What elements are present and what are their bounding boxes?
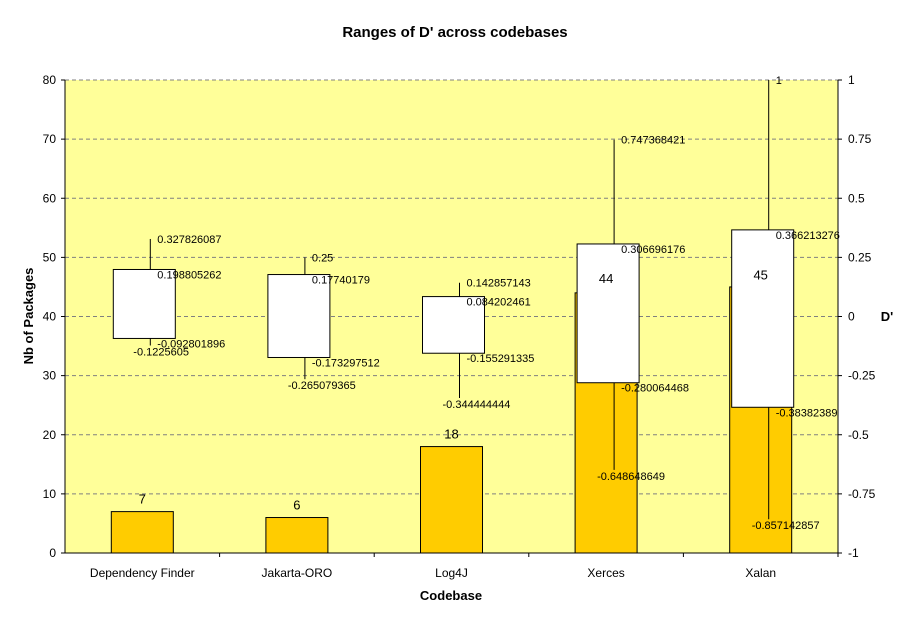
y2-tick-label: 0.25 bbox=[848, 250, 872, 264]
x-tick-label: Log4J bbox=[435, 566, 468, 580]
range-q3-label: 0.17740179 bbox=[312, 275, 370, 287]
x-tick-label: Xerces bbox=[587, 566, 624, 580]
range-min-label: -0.648648649 bbox=[597, 471, 665, 483]
range-box bbox=[112, 268, 176, 339]
range-min-label: -0.857142857 bbox=[752, 520, 820, 532]
range-box bbox=[576, 243, 640, 384]
range-min-label: -0.265079365 bbox=[288, 380, 356, 392]
y2-tick-label: -0.25 bbox=[848, 369, 876, 383]
range-q1-label: -0.092801896 bbox=[157, 338, 225, 350]
x-tick-label: Jakarta-ORO bbox=[262, 566, 333, 580]
range-min-label: -0.344444444 bbox=[443, 399, 511, 411]
y-tick-label: 70 bbox=[43, 132, 57, 146]
bar bbox=[265, 517, 329, 554]
range-max-label: 0.327826087 bbox=[157, 234, 221, 246]
y2-axis-label: D' bbox=[881, 309, 893, 324]
range-q1-label: -0.155291335 bbox=[467, 353, 535, 365]
range-q3-label: 0.306696176 bbox=[621, 244, 685, 256]
y-tick-label: 40 bbox=[43, 310, 57, 324]
bar bbox=[110, 511, 174, 554]
range-min-label: -0.1225605 bbox=[133, 346, 189, 358]
range-q3-label: 0.198805262 bbox=[157, 269, 221, 281]
range-q1-label: -0.280064468 bbox=[621, 383, 689, 395]
y2-tick-label: 0.75 bbox=[848, 132, 872, 146]
y-tick-label: 30 bbox=[43, 369, 57, 383]
y2-tick-label: -0.5 bbox=[848, 428, 869, 442]
bar-value-label: 7 bbox=[139, 492, 146, 507]
bar-value-label: 18 bbox=[444, 427, 458, 442]
y-axis-label: Nb of Packages bbox=[21, 268, 36, 365]
bar-value-label: 44 bbox=[599, 271, 613, 286]
y-tick-label: 60 bbox=[43, 191, 57, 205]
range-q3-label: 0.084202461 bbox=[467, 297, 531, 309]
range-box bbox=[731, 229, 795, 408]
bar bbox=[420, 446, 483, 554]
x-axis-label: Codebase bbox=[420, 588, 482, 603]
range-max-label: 1 bbox=[776, 75, 782, 87]
y2-tick-label: -0.75 bbox=[848, 487, 876, 501]
chart-title: Ranges of D' across codebases bbox=[342, 24, 567, 41]
range-box bbox=[422, 296, 485, 354]
range-q3-label: 0.366213276 bbox=[776, 230, 840, 242]
bar-value-label: 45 bbox=[753, 268, 767, 283]
y2-tick-label: 0.5 bbox=[848, 191, 865, 205]
y2-tick-label: 0 bbox=[848, 310, 855, 324]
y2-tick-label: -1 bbox=[848, 546, 859, 560]
range-max-label: 0.25 bbox=[312, 252, 333, 264]
bar-value-label: 6 bbox=[293, 498, 300, 513]
y-tick-label: 0 bbox=[49, 546, 56, 560]
x-tick-label: Xalan bbox=[745, 566, 776, 580]
y-tick-label: 20 bbox=[43, 428, 57, 442]
range-max-label: 0.142857143 bbox=[467, 278, 531, 290]
range-box bbox=[267, 274, 331, 358]
range-max-label: 0.747368421 bbox=[621, 135, 685, 147]
y-tick-label: 10 bbox=[43, 487, 57, 501]
y-tick-label: 80 bbox=[43, 73, 57, 87]
y-tick-label: 50 bbox=[43, 250, 57, 264]
range-q1-label: -0.38382389 bbox=[776, 407, 838, 419]
range-q1-label: -0.173297512 bbox=[312, 357, 380, 369]
y2-tick-label: 1 bbox=[848, 73, 855, 87]
plot-area: 0 10 20 30 40 50 60 70 80 -1 -0.75 -0.5 -0.25 0 0.25 0.… bbox=[43, 73, 876, 580]
x-tick-label: Dependency Finder bbox=[90, 566, 195, 580]
